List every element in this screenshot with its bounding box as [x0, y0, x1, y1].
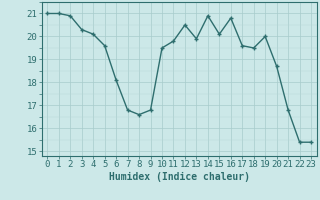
X-axis label: Humidex (Indice chaleur): Humidex (Indice chaleur)	[109, 172, 250, 182]
